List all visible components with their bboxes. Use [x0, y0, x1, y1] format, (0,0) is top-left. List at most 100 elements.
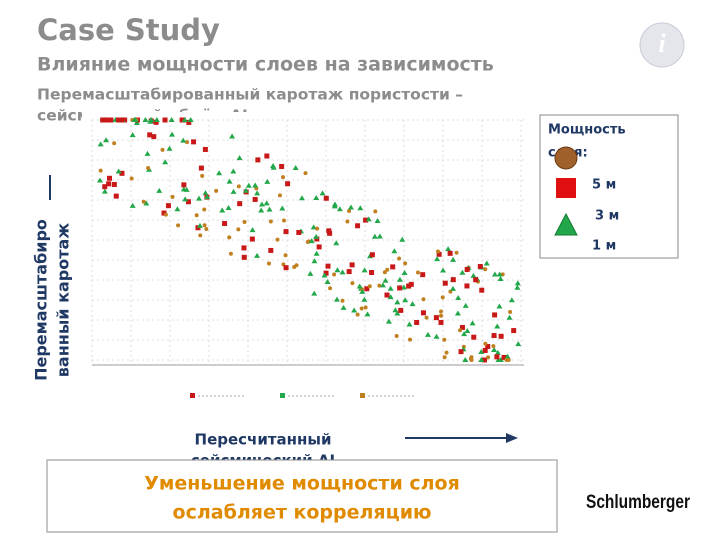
- scatter-point: [249, 236, 255, 242]
- scatter-point: [504, 353, 511, 359]
- scatter-point: [313, 250, 320, 256]
- scatter-point: [458, 349, 464, 355]
- scatter-point: [438, 313, 443, 318]
- scatter-point: [252, 196, 258, 202]
- scatter-point: [340, 304, 347, 310]
- scatter-point: [219, 207, 226, 213]
- scatter-point: [464, 283, 470, 289]
- scatter-point: [277, 193, 282, 198]
- scatter-point: [402, 297, 409, 303]
- scatter-point: [390, 264, 396, 270]
- scatter-point: [479, 287, 485, 293]
- scatter-point: [119, 170, 125, 176]
- legend: Мощность слоя: 5 м 3 м 1 м: [539, 114, 679, 259]
- scatter-point: [151, 134, 157, 140]
- scatter-point: [98, 168, 103, 173]
- scatter-point: [222, 220, 228, 226]
- scatter-point: [166, 145, 173, 151]
- scatter-point: [169, 131, 176, 137]
- scatter-point: [241, 254, 247, 260]
- scatter-point: [315, 226, 320, 231]
- scatter-point: [216, 170, 223, 176]
- x-arrowhead: [506, 433, 518, 443]
- scatter-point: [355, 223, 361, 229]
- scatter-point: [399, 236, 406, 242]
- scatter-point: [143, 200, 150, 206]
- scatter-point: [258, 207, 265, 213]
- scatter-point: [226, 178, 233, 184]
- scatter-point: [236, 227, 241, 232]
- scatter-point: [454, 250, 459, 255]
- scatter-point: [323, 270, 329, 276]
- scatter-point: [237, 201, 243, 207]
- scatter-point: [162, 159, 169, 165]
- scatter-point: [406, 283, 412, 289]
- scatter-point: [416, 270, 421, 275]
- scatter-point: [242, 187, 249, 193]
- info-icon: i: [639, 22, 685, 68]
- scatter-point: [108, 117, 114, 123]
- scatter-point: [279, 163, 285, 169]
- scatter-point: [440, 295, 445, 300]
- scatter-point: [196, 195, 203, 201]
- scatter-point: [496, 303, 503, 309]
- scatter-point: [397, 256, 402, 261]
- scatter-point: [229, 133, 236, 139]
- scatter-point: [469, 320, 476, 326]
- scatter-point: [314, 236, 320, 242]
- scatter-point: [196, 222, 203, 228]
- scatter-point: [142, 117, 149, 122]
- scatter-point: [473, 277, 479, 283]
- scatter-point: [340, 298, 345, 303]
- legend-title: Мощность: [548, 123, 626, 138]
- scatter-point: [97, 141, 104, 147]
- scatter-point: [339, 269, 346, 275]
- scatter-point: [450, 256, 457, 262]
- scatter-point: [285, 181, 291, 187]
- scatter-point: [307, 270, 314, 276]
- scatter-point: [194, 213, 199, 218]
- scatter-point: [325, 263, 331, 269]
- scatter-point: [433, 315, 439, 321]
- scatter-point: [459, 269, 466, 275]
- scatter-point: [228, 251, 233, 256]
- scatter-point: [319, 190, 326, 196]
- scatter-point: [384, 292, 390, 298]
- scatter-point: [328, 286, 333, 291]
- scatter-point: [497, 275, 504, 281]
- scatter-point: [298, 195, 305, 201]
- scatter-point: [264, 153, 270, 159]
- scatter-point: [376, 233, 383, 239]
- scatter-point: [504, 358, 509, 362]
- scatter-point: [350, 281, 355, 286]
- scatter-point: [101, 188, 108, 194]
- scatter-point: [115, 168, 122, 174]
- scatter-point: [170, 194, 175, 199]
- scatter-point: [266, 261, 271, 266]
- scatter-point: [514, 280, 521, 286]
- scatter-point: [347, 204, 354, 210]
- scatter-point: [491, 333, 497, 339]
- scatter-point: [397, 285, 403, 291]
- scatter-point: [369, 270, 375, 276]
- scatter-point: [385, 267, 390, 272]
- scatter-point: [477, 263, 483, 269]
- scatter-point: [361, 296, 368, 302]
- scatter-point: [202, 207, 207, 212]
- caption: Перемасштабированный каротаж пористости …: [37, 86, 463, 104]
- scatter-plot: [82, 112, 528, 415]
- scatter-point: [357, 205, 364, 211]
- scatter-point: [461, 331, 468, 337]
- scatter-point: [486, 355, 491, 360]
- legend-label: 3 м: [595, 209, 619, 224]
- scatter-point: [184, 140, 189, 145]
- scatter-point: [122, 117, 128, 123]
- scatter-point: [367, 284, 372, 289]
- legend-marker: [554, 212, 578, 236]
- scatter-point: [371, 233, 378, 239]
- scatter-point: [106, 175, 112, 181]
- scatter-point: [369, 252, 375, 258]
- scatter-point: [112, 141, 117, 146]
- scatter-point: [176, 223, 181, 228]
- scatter-point: [495, 357, 502, 362]
